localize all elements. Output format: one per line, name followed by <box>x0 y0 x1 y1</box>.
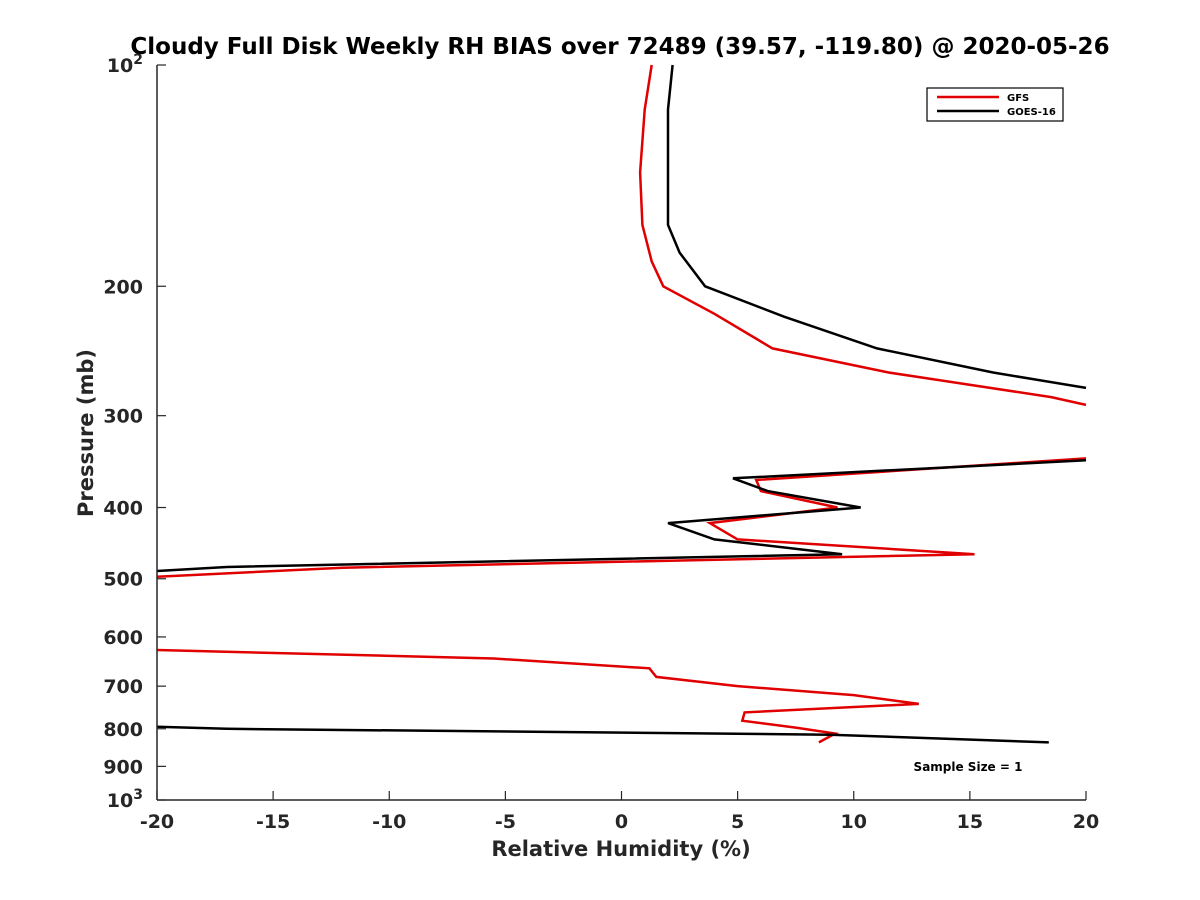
series-line-goes-16-segment-3 <box>156 725 1049 744</box>
plot-background <box>157 65 1086 800</box>
y-tick-label: 600 <box>103 627 143 649</box>
series-line-gfs-segment-3 <box>156 648 919 744</box>
x-tick-label: 15 <box>957 811 983 833</box>
y-tick-label: 900 <box>103 756 143 778</box>
y-tick-label: 500 <box>103 569 143 591</box>
y-tick-label: 700 <box>103 676 143 698</box>
x-tick-label: -5 <box>495 811 516 833</box>
x-ticks: -20 -15 -10 -5 0 5 10 15 20 <box>140 791 1099 833</box>
x-tick-label: 0 <box>615 811 628 833</box>
y-tick-label: 400 <box>103 498 143 520</box>
series-line-goes-16-segment-2 <box>156 459 1087 573</box>
x-tick-label: -10 <box>372 811 406 833</box>
y-tick-label: 800 <box>103 719 143 741</box>
series-layer <box>156 64 1087 744</box>
x-tick-label: -20 <box>140 811 174 833</box>
y-ticks: 102 200 300 400 500 600 700 800 900 103 <box>103 52 166 812</box>
legend: GFS GOES-16 <box>926 87 1064 122</box>
legend-box <box>926 87 1064 122</box>
sample-size-annotation: Sample Size = 1 <box>914 760 1023 774</box>
y-tick-label: 103 <box>107 787 143 812</box>
x-tick-label: -15 <box>256 811 290 833</box>
y-axis-label: Pressure (mb) <box>74 349 98 517</box>
legend-label-gfs: GFS <box>1007 93 1029 104</box>
series-line-gfs-segment-1 <box>638 64 1087 407</box>
x-tick-label: 5 <box>731 811 744 833</box>
y-tick-label: 102 <box>107 52 143 77</box>
x-axis-label: Relative Humidity (%) <box>491 837 750 861</box>
chart-title: Cloudy Full Disk Weekly RH BIAS over 724… <box>130 34 1109 60</box>
x-tick-label: 10 <box>841 811 867 833</box>
series-line-goes-16-segment-1 <box>666 64 1087 390</box>
y-tick-label: 200 <box>103 276 143 298</box>
plot-area: -20 -15 -10 -5 0 5 10 15 20 102 200 300 400 500 600 70… <box>103 52 1099 833</box>
legend-label-goes-16: GOES-16 <box>1007 107 1056 118</box>
y-tick-label: 300 <box>103 406 143 428</box>
series-line-gfs-segment-2 <box>156 457 1087 579</box>
x-tick-label: 20 <box>1073 811 1099 833</box>
